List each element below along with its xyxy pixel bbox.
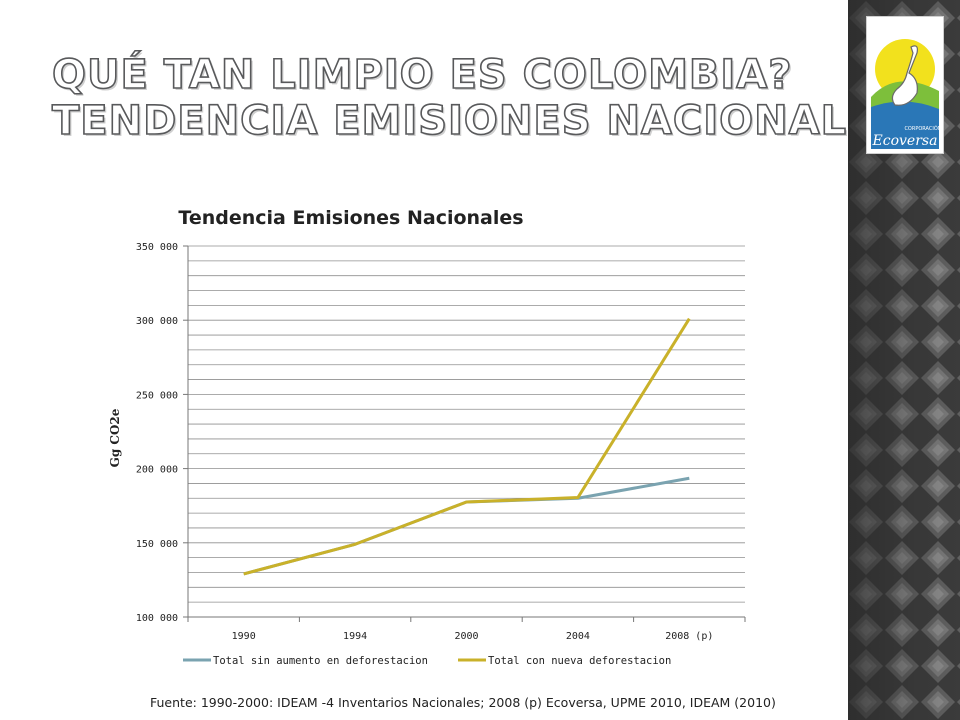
chart-axes: [183, 245, 746, 622]
water-shape: [871, 101, 939, 125]
slide-title: Qué tan limpio es Colombia? Tendencia em…: [51, 51, 906, 145]
series-line-2: [243, 317, 691, 576]
legend-label-2: Total con nueva deforestacion: [488, 655, 671, 667]
y-tick-label: 150 000: [136, 539, 178, 550]
y-tick-label: 200 000: [136, 465, 178, 476]
x-tick-label: 2004: [566, 631, 590, 642]
ecoversa-logo: CORPORACIÓN Ecoversa: [866, 16, 944, 154]
legend-label-1: Total sin aumento en deforestacion: [213, 655, 428, 667]
logo-small-text: CORPORACIÓN: [904, 125, 941, 132]
slide-title-line-1: Qué tan limpio es Colombia?: [51, 51, 793, 99]
x-tick-label: 2008 (p): [665, 631, 713, 642]
y-tick-label: 100 000: [136, 613, 178, 624]
source-note: Fuente: 1990-2000: IDEAM -4 Inventarios …: [150, 695, 776, 710]
chart-gridlines: [188, 245, 745, 603]
emissions-line-chart: Tendencia Emisiones Nacionales Gg CO2e 1…: [108, 207, 746, 667]
slide-title-line-2: Tendencia emisiones nacionales: [51, 97, 906, 145]
chart-series-lines: [243, 317, 691, 576]
y-tick-label: 250 000: [136, 390, 178, 401]
chart-tick-labels: 100 000 150 000 200 000 250 000 300 000 350 0…: [136, 242, 714, 642]
chart-title: Tendencia Emisiones Nacionales: [178, 207, 523, 229]
x-tick-label: 1990: [232, 631, 256, 642]
series-line-1: [243, 476, 690, 576]
y-tick-label: 350 000: [136, 242, 178, 253]
x-tick-label: 2000: [454, 631, 478, 642]
logo-name: Ecoversa: [872, 133, 938, 149]
chart-legend: Total sin aumento en deforestacion Total …: [183, 655, 671, 667]
y-axis-label: Gg CO2e: [108, 408, 122, 467]
x-tick-label: 1994: [343, 631, 367, 642]
heron-icon: [891, 45, 918, 106]
y-tick-label: 300 000: [136, 316, 178, 327]
